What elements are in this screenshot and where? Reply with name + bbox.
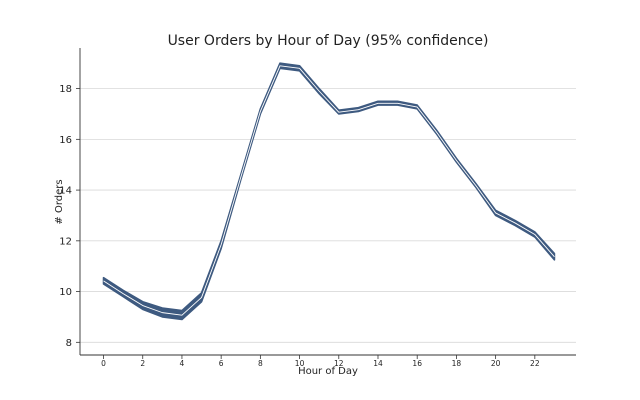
x-tick-label: 14 (373, 359, 383, 368)
x-tick-label: 8 (258, 359, 263, 368)
mean-line (103, 65, 555, 316)
mean-series-line (103, 65, 555, 316)
y-axis-label: # Orders (54, 179, 65, 224)
y-tick-label: 8 (66, 338, 72, 349)
chart-title: User Orders by Hour of Day (95% confiden… (168, 33, 489, 49)
y-tick-label: 14 (59, 186, 72, 197)
x-tick-label: 18 (452, 359, 462, 368)
gridlines (80, 88, 576, 343)
y-tick-label: 16 (59, 135, 72, 146)
x-tick-label: 0 (101, 359, 106, 368)
x-tick-label: 12 (334, 359, 344, 368)
y-tick-label: 10 (59, 287, 72, 298)
x-tick-label: 6 (219, 359, 224, 368)
x-tick-label: 20 (491, 359, 501, 368)
y-tick-label: 12 (59, 236, 72, 247)
x-tick-label: 22 (530, 359, 540, 368)
confidence-band (102, 62, 556, 321)
x-axis-ticks: 0 2 4 6 8 10 12 14 16 18 20 22 (101, 355, 540, 368)
x-tick-label: 10 (295, 359, 305, 368)
y-axis-ticks: 8 10 12 14 16 18 (59, 84, 80, 349)
confidence-band-area (102, 62, 556, 321)
x-tick-label: 4 (180, 359, 185, 368)
axes-spines (79, 48, 576, 356)
x-tick-label: 16 (412, 359, 422, 368)
y-tick-label: 18 (59, 84, 72, 95)
x-axis-label: Hour of Day (298, 366, 358, 377)
x-tick-label: 2 (140, 359, 145, 368)
